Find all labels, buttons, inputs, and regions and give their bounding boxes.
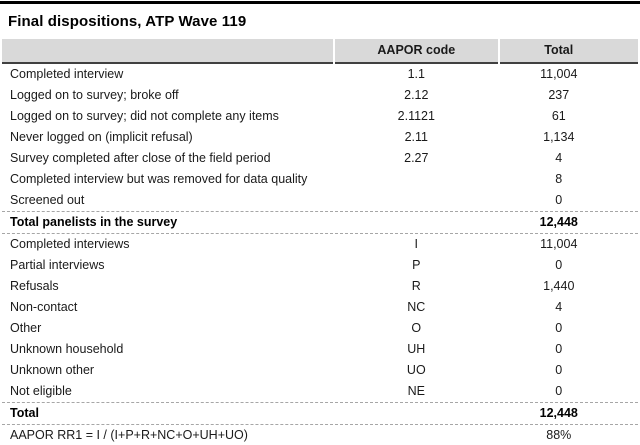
row-label: Refusals bbox=[10, 279, 59, 293]
row-label: Logged on to survey; broke off bbox=[10, 88, 179, 102]
table-row: Unknown household UH 0 bbox=[2, 339, 638, 360]
header-aapor-code: AAPOR code bbox=[335, 39, 498, 64]
row-aapor-code bbox=[335, 211, 498, 233]
table-row: Completed interview 1.1 11,004 bbox=[2, 64, 638, 85]
row-label: Total panelists in the survey bbox=[2, 211, 334, 233]
table-row: Logged on to survey; broke off 2.12 237 bbox=[2, 85, 638, 106]
row-label: Other bbox=[10, 321, 42, 335]
row-aapor-code: UH bbox=[407, 342, 426, 356]
row-aapor-code: P bbox=[412, 258, 421, 272]
row-aapor-code: NC bbox=[407, 300, 426, 314]
row-label: Screened out bbox=[10, 193, 85, 207]
row-label: Never logged on (implicit refusal) bbox=[10, 130, 193, 144]
table-row: Survey completed after close of the fiel… bbox=[2, 148, 638, 169]
page-title: Final dispositions, ATP Wave 119 bbox=[8, 13, 247, 30]
header-total: Total bbox=[499, 39, 638, 64]
table-row: Never logged on (implicit refusal) 2.11 … bbox=[2, 127, 638, 148]
row-label: Non-contact bbox=[10, 300, 78, 314]
row-label: Not eligible bbox=[10, 384, 72, 398]
top-rule bbox=[0, 1, 640, 4]
row-total: 4 bbox=[555, 151, 563, 165]
row-label: AAPOR RR1 = I / (I+P+R+NC+O+UH+UO) bbox=[2, 424, 334, 445]
row-total: 12,448 bbox=[499, 211, 638, 233]
header-label-col bbox=[2, 39, 334, 64]
row-aapor-code: R bbox=[411, 279, 421, 293]
table-row-aapor-rr1: AAPOR RR1 = I / (I+P+R+NC+O+UH+UO) 88% bbox=[2, 424, 638, 445]
table-row: Other O 0 bbox=[2, 318, 638, 339]
row-aapor-code: I bbox=[335, 233, 498, 255]
row-label: Completed interview bbox=[10, 67, 124, 81]
table-row-total: Total 12,448 bbox=[2, 402, 638, 424]
table-row-total-panelists: Total panelists in the survey 12,448 bbox=[2, 211, 638, 233]
row-total: 8 bbox=[555, 172, 563, 186]
row-aapor-code bbox=[335, 424, 498, 445]
table-header-row: AAPOR code Total bbox=[2, 39, 638, 64]
row-total: 0 bbox=[555, 363, 563, 377]
row-aapor-code: O bbox=[411, 321, 422, 335]
row-label: Total bbox=[2, 402, 334, 424]
row-aapor-code bbox=[335, 402, 498, 424]
row-total: 11,004 bbox=[540, 67, 578, 81]
row-aapor-code bbox=[335, 190, 498, 211]
row-label: Survey completed after close of the fiel… bbox=[10, 151, 271, 165]
row-label: Completed interviews bbox=[2, 233, 334, 255]
row-total: 11,004 bbox=[499, 233, 638, 255]
row-label: Unknown household bbox=[10, 342, 124, 356]
table-row: Completed interviews I 11,004 bbox=[2, 233, 638, 255]
row-total: 0 bbox=[555, 193, 563, 207]
row-total: 0 bbox=[555, 342, 563, 356]
row-aapor-code: NE bbox=[407, 384, 425, 398]
table-row: Not eligible NE 0 bbox=[2, 381, 638, 402]
row-aapor-code: 2.1121 bbox=[397, 109, 435, 123]
table-row: Completed interview but was removed for … bbox=[2, 169, 638, 190]
table-row: Unknown other UO 0 bbox=[2, 360, 638, 381]
table-row: Non-contact NC 4 bbox=[2, 297, 638, 318]
dispositions-table: AAPOR code Total Completed interview 1.1… bbox=[0, 39, 640, 445]
table-row: Refusals R 1,440 bbox=[2, 276, 638, 297]
row-total: 1,440 bbox=[543, 279, 575, 293]
row-label: Partial interviews bbox=[10, 258, 105, 272]
table-row: Logged on to survey; did not complete an… bbox=[2, 106, 638, 127]
row-label: Unknown other bbox=[10, 363, 95, 377]
row-total: 4 bbox=[555, 300, 563, 314]
row-total: 1,134 bbox=[543, 130, 575, 144]
row-label: Completed interview but was removed for … bbox=[10, 172, 308, 186]
row-total: 237 bbox=[548, 88, 570, 102]
row-aapor-code: 2.12 bbox=[404, 88, 429, 102]
row-total: 61 bbox=[551, 109, 566, 123]
row-label: Logged on to survey; did not complete an… bbox=[10, 109, 279, 123]
table-row: Partial interviews P 0 bbox=[2, 255, 638, 276]
row-aapor-code: 2.11 bbox=[404, 130, 428, 144]
row-total: 0 bbox=[555, 384, 563, 398]
row-total: 12,448 bbox=[499, 402, 638, 424]
row-aapor-code: 2.27 bbox=[404, 151, 429, 165]
row-aapor-code: UO bbox=[406, 363, 426, 377]
row-total: 88% bbox=[499, 424, 638, 445]
row-total: 0 bbox=[555, 321, 563, 335]
row-aapor-code: 1.1 bbox=[407, 67, 425, 81]
row-total: 0 bbox=[555, 258, 563, 272]
row-aapor-code bbox=[335, 169, 498, 190]
table-row: Screened out 0 bbox=[2, 190, 638, 211]
